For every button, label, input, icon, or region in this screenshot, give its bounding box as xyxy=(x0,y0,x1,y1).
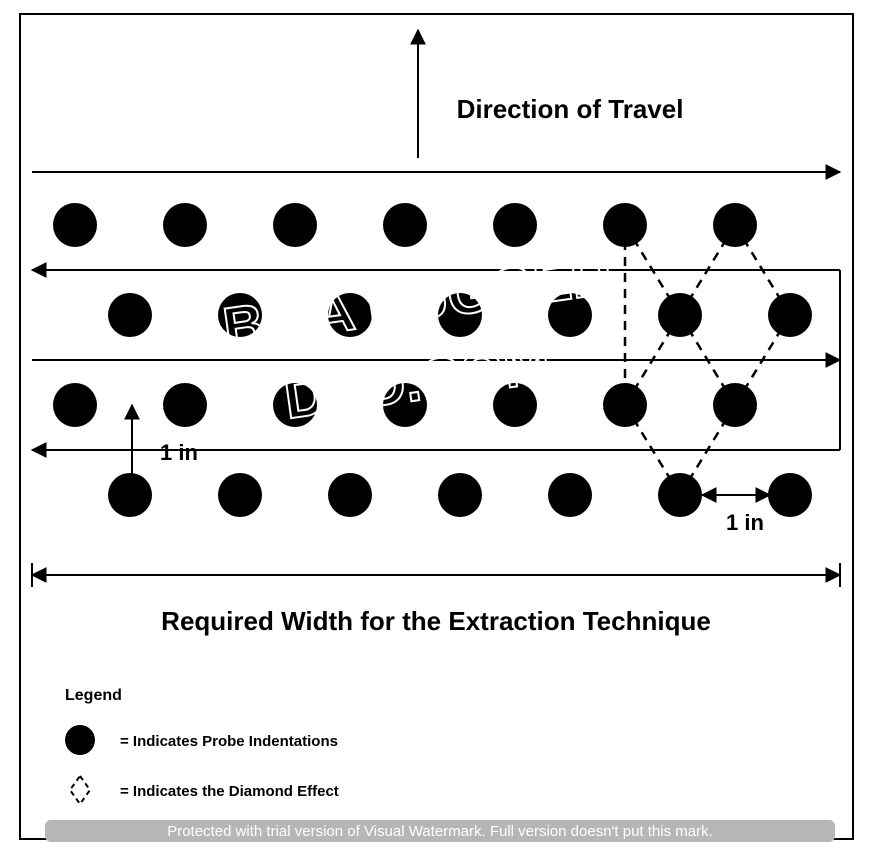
diagram-svg: Direction of Travel 1 in 1 in Required Widt… xyxy=(0,0,873,853)
probe-dot-r0-c2 xyxy=(273,203,317,247)
probe-dot-r3-c5 xyxy=(658,473,702,517)
legend-diamond-label: = Indicates the Diamond Effect xyxy=(120,783,339,800)
probe-dot-r3-c2 xyxy=(328,473,372,517)
probe-dot-r1-c6 xyxy=(768,293,812,337)
probe-dot-r0-c4 xyxy=(493,203,537,247)
one-inch-vertical-label: 1 in xyxy=(160,440,198,465)
direction-of-travel-label: Direction of Travel xyxy=(457,94,684,124)
diagram-container: Direction of Travel 1 in 1 in Required Widt… xyxy=(0,0,873,853)
probe-dot-r2-c1 xyxy=(163,383,207,427)
probe-dot-r2-c6 xyxy=(713,383,757,427)
probe-dot-r3-c3 xyxy=(438,473,482,517)
probe-dot-r2-c0 xyxy=(53,383,97,427)
probe-dot-r1-c5 xyxy=(658,293,702,337)
probe-dot-r3-c4 xyxy=(548,473,592,517)
probe-dot-r0-c1 xyxy=(163,203,207,247)
watermark-footer-label: Protected with trial version of Visual W… xyxy=(167,823,713,840)
probe-dot-r2-c5 xyxy=(603,383,647,427)
probe-dot-r3-c6 xyxy=(768,473,812,517)
probe-dot-r0-c6 xyxy=(713,203,757,247)
legend-dot-icon xyxy=(65,725,95,755)
outer-border xyxy=(20,14,853,839)
legend-title: Legend xyxy=(65,687,122,704)
probe-dot-r3-c1 xyxy=(218,473,262,517)
one-inch-horizontal-label: 1 in xyxy=(726,510,764,535)
probe-dot-r0-c0 xyxy=(53,203,97,247)
required-width-label: Required Width for the Extraction Techni… xyxy=(161,606,711,636)
probe-dot-r0-c3 xyxy=(383,203,427,247)
probe-dot-r1-c0 xyxy=(108,293,152,337)
legend-probe-label: = Indicates Probe Indentations xyxy=(120,733,338,750)
probe-dot-r0-c5 xyxy=(603,203,647,247)
probe-dot-r3-c0 xyxy=(108,473,152,517)
